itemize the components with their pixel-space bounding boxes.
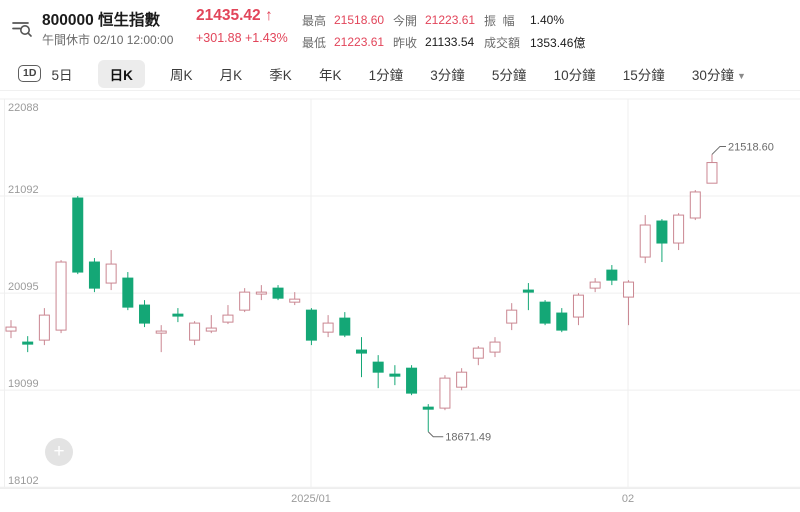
market-status: 午間休市 02/10 12:00:00 [42, 33, 174, 47]
tab-30min[interactable]: 30分鐘 ▼ [691, 67, 746, 83]
tab-week-k[interactable]: 周K [169, 67, 193, 83]
stat-4: 昨收 21133.54 [393, 31, 484, 53]
svg-text:21518.60: 21518.60 [728, 141, 774, 153]
svg-text:20095: 20095 [8, 281, 39, 293]
svg-text:18671.49: 18671.49 [445, 432, 491, 444]
tab-5min[interactable]: 5分鐘 [491, 67, 527, 83]
stat-value: 21223.61 [425, 13, 476, 27]
price-change: +301.88 +1.43% [196, 31, 288, 45]
stat-value: 1353.46億 [530, 35, 586, 50]
stat-label: 今開 [393, 13, 418, 28]
svg-text:02: 02 [622, 493, 634, 505]
tab-10min[interactable]: 10分鐘 [553, 67, 596, 83]
stat-label: 成交額 [484, 35, 521, 50]
period-toolbar: 1D 5日 日K 周K 月K 季K 年K 1分鐘 3分鐘 5分鐘 10分鐘 15分鐘 30分鐘 ▼ [0, 57, 800, 91]
stat-3: 最低 21223.61 [302, 31, 393, 53]
tab-3min[interactable]: 3分鐘 [430, 67, 465, 83]
tab-day-k[interactable]: 日K [97, 59, 145, 88]
quote-header: 800000 恒生指數 午間休市 02/10 12:00:00 21435.42… [0, 0, 800, 56]
stat-5: 成交額 1353.46億 [484, 31, 585, 53]
tab-quarter-k[interactable]: 季K [269, 67, 292, 83]
svg-text:22088: 22088 [8, 102, 39, 114]
stat-0: 最高 21518.60 [302, 9, 393, 31]
add-button[interactable]: + [45, 438, 73, 466]
stat-1: 今開 21223.61 [393, 9, 484, 31]
symbol-code: 800000 [42, 12, 94, 29]
stat-label: 最高 [302, 13, 327, 28]
tab-month-k[interactable]: 月K [219, 67, 243, 83]
chart-style-chip[interactable]: 1D [18, 65, 42, 82]
stat-label: 最低 [302, 35, 327, 50]
chevron-down-icon: ▼ [736, 70, 746, 81]
stat-value: 1.40% [530, 13, 565, 27]
period-tabstrip: 5日 日K 周K 月K 季K 年K 1分鐘 3分鐘 5分鐘 10分鐘 15分鐘 30分鐘 ▼ [49, 59, 748, 88]
svg-text:2025/01: 2025/01 [291, 493, 331, 505]
stat-2: 振 幅 1.40% [484, 9, 585, 31]
symbol-title: 800000 恒生指數 [42, 8, 160, 30]
stat-label: 振 幅 [484, 13, 515, 28]
svg-text:21092: 21092 [8, 184, 39, 196]
last-price-row: 21435.42 ↑ [196, 7, 273, 25]
up-arrow-icon: ↑ [264, 7, 273, 24]
stat-value: 21518.60 [334, 13, 385, 27]
quote-stats: 最高 21518.60 今開 21223.61 振 幅 1.40% 最低 21223.61 昨收… [302, 9, 585, 53]
symbol-name: 恒生指數 [98, 12, 161, 29]
tab-15min[interactable]: 15分鐘 [622, 67, 665, 83]
tab-1min[interactable]: 1分鐘 [368, 67, 404, 83]
last-price: 21435.42 [196, 7, 261, 24]
tab-year-k[interactable]: 年K [318, 67, 342, 83]
stat-value: 21133.54 [425, 35, 475, 49]
svg-text:19099: 19099 [8, 378, 39, 390]
svg-text:18102: 18102 [8, 475, 39, 487]
chart-canvas[interactable]: 22088 21092 20095 19099 18102 2025/01 02 18671.… [0, 92, 800, 507]
stat-label: 昨收 [393, 35, 418, 50]
search-list-icon[interactable] [10, 16, 34, 40]
tab-5d[interactable]: 5日 [51, 67, 73, 83]
candlestick-chart[interactable]: 22088 21092 20095 19099 18102 2025/01 02 18671.… [0, 92, 800, 507]
stat-value: 21223.61 [334, 35, 385, 49]
